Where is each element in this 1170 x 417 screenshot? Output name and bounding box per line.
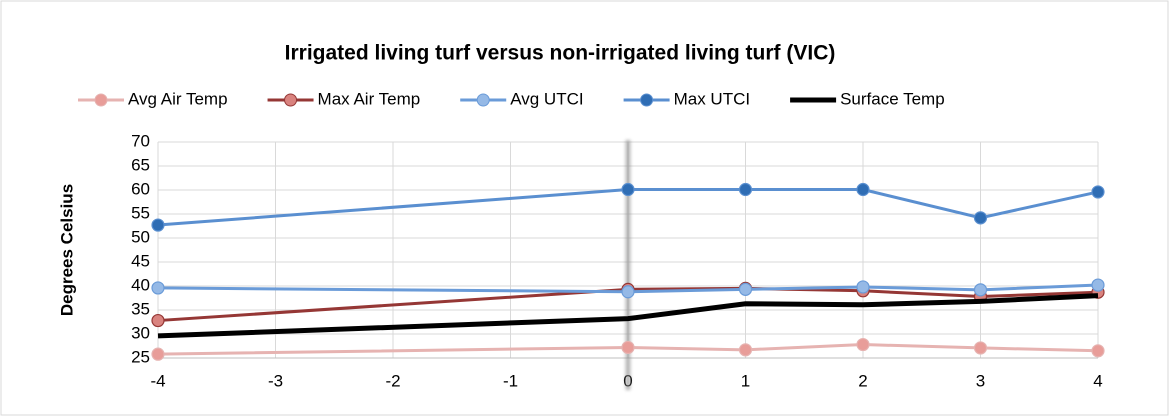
y-tick-label: 70 [131, 131, 150, 150]
marker [1091, 344, 1105, 358]
y-tick-label: 65 [131, 155, 150, 174]
legend-label: Max Air Temp [318, 89, 421, 108]
legend-marker [640, 93, 654, 107]
marker [621, 182, 635, 197]
series-line [157, 283, 1099, 294]
y-tick-label: 25 [131, 347, 150, 366]
series-line [157, 343, 1099, 356]
marker [1091, 278, 1105, 292]
x-tick-label: -2 [385, 371, 400, 390]
y-tick-label: 35 [131, 299, 150, 318]
marker [973, 341, 988, 355]
marker [738, 182, 753, 197]
y-axis-label: Degrees Celsius [57, 184, 76, 316]
marker [856, 337, 870, 352]
marker [738, 282, 753, 296]
legend-marker [476, 93, 490, 107]
legend-marker [284, 93, 298, 107]
y-tick-label: 40 [131, 275, 150, 294]
x-tick-label: -1 [503, 371, 518, 390]
x-tick-label: 3 [976, 371, 985, 390]
y-tick-label: 50 [131, 227, 150, 246]
legend-item: Surface Temp [790, 89, 945, 108]
plot [151, 182, 1105, 361]
marker [973, 283, 988, 297]
series-line [157, 188, 1099, 227]
legend-label: Avg Air Temp [128, 89, 228, 108]
x-tick-label: -3 [268, 371, 283, 390]
marker [621, 340, 635, 355]
marker [621, 285, 635, 299]
y-tick-label: 60 [131, 179, 150, 198]
x-tick-label: 4 [1093, 371, 1102, 390]
legend-label: Avg UTCI [510, 89, 583, 108]
y-tick-label: 55 [131, 203, 150, 222]
y-tick-label: 45 [131, 251, 150, 270]
legend-item: Avg Air Temp [78, 89, 228, 108]
x-tick-label: -4 [150, 371, 165, 390]
legend-label: Max UTCI [674, 89, 751, 108]
legend: Avg Air Temp Max Air Temp Avg UTCI Max UTCI… [78, 89, 945, 108]
marker [973, 211, 988, 225]
legend-item: Max Air Temp [267, 89, 421, 108]
legend-item: Avg UTCI [460, 89, 584, 108]
y-tick-label: 30 [131, 323, 150, 342]
marker [856, 280, 870, 294]
marker [1091, 185, 1105, 199]
marker [151, 281, 165, 295]
chart-title: Irrigated living turf versus non-irrigat… [285, 42, 836, 65]
legend-marker [94, 93, 108, 107]
marker [151, 218, 165, 232]
x-tick-label: 2 [858, 371, 867, 390]
marker [151, 313, 165, 328]
marker [856, 182, 870, 197]
marker [151, 347, 165, 361]
legend-item: Max UTCI [623, 89, 751, 108]
marker [738, 343, 753, 357]
x-tick-label: 1 [741, 371, 750, 390]
series-line [157, 293, 1099, 339]
legend-label: Surface Temp [840, 89, 945, 108]
